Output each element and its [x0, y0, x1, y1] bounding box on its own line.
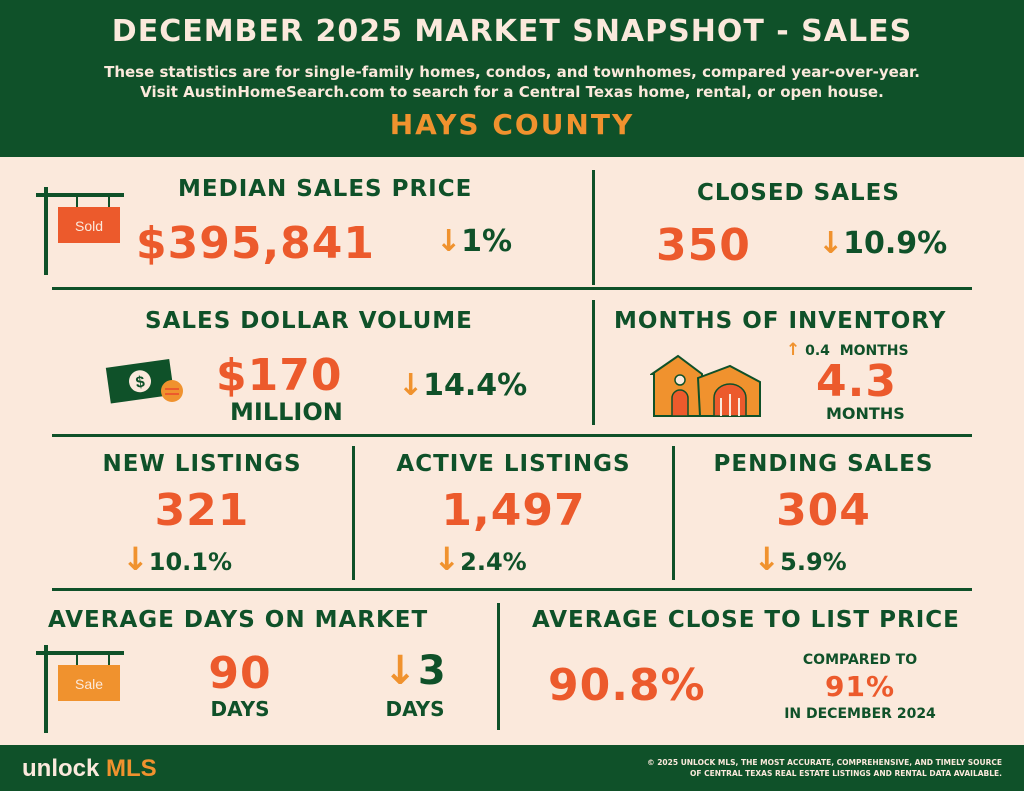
page-title: DECEMBER 2025 MARKET SNAPSHOT - SALES — [111, 14, 913, 49]
closed-sales-value: 350 — [656, 220, 751, 271]
svg-text:$: $ — [135, 374, 146, 392]
avg-days-on-market-unit: DAYS — [210, 697, 270, 721]
divider — [352, 446, 355, 580]
sales-dollar-volume-change: ↓14.4% — [398, 368, 527, 403]
months-of-inventory-change: ↑ 0.4 MONTHS — [786, 340, 909, 360]
footer-bar: unlock MLS © 2025 UNLOCK MLS, THE MOST A… — [0, 745, 1024, 791]
avg-days-on-market-value: 90 — [208, 648, 272, 699]
pending-sales-change-value: 5.9% — [780, 548, 847, 576]
active-listings-change: ↓2.4% — [355, 540, 605, 578]
divider — [497, 603, 500, 730]
pending-sales-value: 304 — [776, 485, 871, 536]
subtitle-line-1: These statistics are for single-family h… — [104, 63, 920, 81]
header-banner: DECEMBER 2025 MARKET SNAPSHOT - SALES Th… — [0, 0, 1024, 157]
down-arrow-icon: ↓ — [433, 540, 461, 578]
closed-sales-change: ↓10.9% — [818, 226, 947, 261]
sold-sign-label: Sold — [75, 218, 103, 234]
pending-sales-change: ↓5.9% — [675, 540, 925, 578]
median-sales-price-change: ↓1% — [436, 224, 512, 259]
months-of-inventory-change-unit: MONTHS — [839, 343, 909, 359]
down-arrow-icon: ↓ — [383, 648, 418, 694]
active-listings-value: 1,497 — [441, 485, 586, 536]
new-listings-change: ↓10.1% — [52, 540, 302, 578]
months-of-inventory-change-value: 0.4 — [805, 343, 830, 359]
months-of-inventory-value: 4.3 — [816, 356, 897, 407]
up-arrow-icon: ↑ — [786, 340, 801, 360]
divider — [52, 287, 972, 290]
avg-close-to-list-compare-period: IN DECEMBER 2024 — [784, 706, 936, 722]
sale-sign-icon: Sale — [36, 645, 124, 733]
new-listings-change-value: 10.1% — [148, 548, 233, 576]
avg-close-to-list-label: AVERAGE CLOSE TO LIST PRICE — [532, 607, 960, 633]
divider — [592, 300, 595, 425]
unlock-mls-logo: unlock MLS — [22, 755, 157, 783]
sales-dollar-volume-value: $170 — [216, 350, 343, 401]
active-listings-change-value: 2.4% — [460, 548, 527, 576]
copyright-line-2: OF CENTRAL TEXAS REAL ESTATE LISTINGS AN… — [690, 769, 1002, 778]
house-icon — [650, 354, 761, 417]
pending-sales-label: PENDING SALES — [713, 451, 934, 477]
copyright-line-1: © 2025 UNLOCK MLS, THE MOST ACCURATE, CO… — [647, 758, 1002, 767]
sales-dollar-volume-unit: MILLION — [230, 398, 343, 426]
down-arrow-icon: ↓ — [436, 224, 462, 259]
divider — [672, 446, 675, 580]
money-bill-icon: $ — [105, 358, 183, 404]
avg-days-on-market-label: AVERAGE DAYS ON MARKET — [48, 607, 429, 633]
down-arrow-icon: ↓ — [818, 226, 844, 261]
avg-close-to-list-compare-value: 91% — [824, 670, 896, 703]
down-arrow-icon: ↓ — [753, 540, 781, 578]
sales-dollar-volume-change-value: 14.4% — [423, 368, 528, 403]
median-sales-price-label: MEDIAN SALES PRICE — [178, 176, 473, 202]
closed-sales-label: CLOSED SALES — [697, 180, 900, 206]
down-arrow-icon: ↓ — [121, 540, 149, 578]
closed-sales-change-value: 10.9% — [843, 226, 948, 261]
new-listings-value: 321 — [154, 485, 250, 536]
avg-close-to-list-value: 90.8% — [548, 660, 706, 711]
divider — [52, 588, 972, 591]
median-sales-price-value: $395,841 — [136, 218, 376, 269]
header-subtitle: These statistics are for single-family h… — [0, 62, 1024, 102]
sale-sign-label: Sale — [75, 676, 103, 692]
down-arrow-icon: ↓ — [398, 368, 424, 403]
avg-days-on-market-change-unit: DAYS — [385, 697, 445, 721]
sales-dollar-volume-label: SALES DOLLAR VOLUME — [145, 308, 473, 334]
divider — [592, 170, 595, 285]
months-of-inventory-unit: MONTHS — [826, 404, 905, 423]
sold-sign-icon: Sold — [36, 187, 124, 275]
months-of-inventory-label: MONTHS OF INVENTORY — [614, 308, 947, 334]
median-sales-price-change-value: 1% — [461, 224, 513, 259]
avg-days-on-market-change-value: 3 — [417, 648, 447, 694]
logo-accent: MLS — [106, 755, 157, 782]
avg-close-to-list-compare-label: COMPARED TO — [802, 652, 918, 668]
logo-word: unlock — [22, 755, 100, 782]
county-title: HAYS COUNTY — [389, 108, 635, 141]
new-listings-label: NEW LISTINGS — [102, 451, 302, 477]
copyright-notice: © 2025 UNLOCK MLS, THE MOST ACCURATE, CO… — [647, 757, 1002, 779]
avg-days-on-market-change: ↓3 — [360, 648, 470, 694]
active-listings-label: ACTIVE LISTINGS — [396, 451, 631, 477]
subtitle-line-2: Visit AustinHomeSearch.com to search for… — [140, 83, 884, 101]
divider — [52, 434, 972, 437]
